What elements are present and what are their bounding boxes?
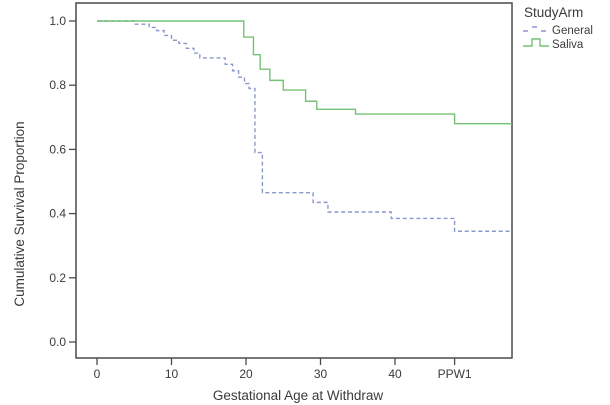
x-tick-label-4: 40 (388, 367, 402, 381)
y-tick-label-0: 0.0 (49, 335, 66, 349)
y-tick-label-1: 0.2 (49, 271, 66, 285)
x-tick-label-1: 10 (165, 367, 179, 381)
axis-ticks: 0.0 0.2 0.4 0.6 0.8 1.0 0 10 20 30 40 PPW1 (49, 14, 472, 381)
x-tick-label-5: PPW1 (438, 367, 472, 381)
x-tick-label-2: 20 (239, 367, 253, 381)
legend: StudyArm General Saliva (523, 5, 593, 51)
curve-general (97, 20, 512, 232)
step-line-sample-icon (523, 38, 549, 47)
x-tick-label-0: 0 (94, 367, 101, 381)
y-tick-label-2: 0.4 (49, 207, 66, 221)
x-axis-title: Gestational Age at Withdraw (213, 388, 384, 403)
y-axis-title: Cumulative Survival Proportion (12, 121, 27, 306)
legend-title: StudyArm (524, 5, 583, 20)
legend-label-saliva: Saliva (552, 39, 584, 51)
curve-saliva (97, 20, 512, 125)
legend-label-general: General (552, 25, 593, 37)
legend-entry-general: General (523, 25, 593, 37)
x-tick-label-3: 30 (314, 367, 328, 381)
y-tick-label-5: 1.0 (49, 14, 66, 28)
y-tick-label-4: 0.8 (49, 78, 66, 92)
y-tick-label-3: 0.6 (49, 142, 66, 156)
plot-area-border (75, 2, 513, 359)
dashed-line-sample-icon (523, 26, 549, 32)
series-curves (97, 20, 512, 232)
legend-entry-saliva: Saliva (523, 38, 584, 51)
